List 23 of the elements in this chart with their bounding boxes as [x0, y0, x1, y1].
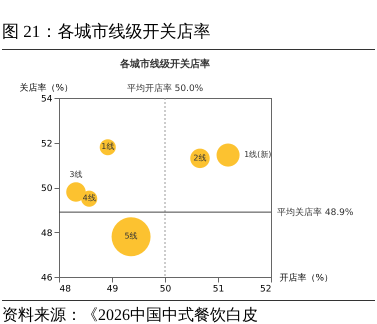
text: 资料来源：《2026中国中式餐饮白皮: [2, 300, 375, 324]
chart-subtitle: 各城市线级开关店率: [119, 58, 210, 70]
chart-title: 图 21：各城市线级开关店率: [2, 20, 375, 50]
series-label: 4线: [82, 194, 96, 203]
series-label: 5线: [124, 232, 138, 241]
x-tick-label: 48: [60, 284, 72, 294]
series-label: 2线: [193, 153, 207, 162]
y-tick-label: 46: [41, 274, 53, 284]
x-tick-label: 51: [212, 284, 224, 294]
y-tick-label: 54: [41, 94, 53, 104]
ref-line-label: 平均关店率 48.9%: [277, 207, 354, 218]
series-label: 1线: [101, 142, 114, 152]
x-axis-title: 开店率（%）: [280, 272, 334, 284]
y-tick-label: 50: [41, 184, 53, 194]
series-label: 1线(新): [244, 150, 272, 160]
x-tick-label: 49: [106, 284, 118, 294]
x-tick-label: 50: [160, 284, 172, 294]
y-tick-label: 52: [41, 139, 52, 150]
y-axis-title: 关店率（%）: [20, 82, 74, 94]
x-tick-label: 52: [260, 284, 272, 294]
series-label: 3线: [69, 170, 83, 179]
y-tick-label: 48: [41, 228, 53, 239]
ref-line-label: 平均开店率 50.0%: [126, 83, 204, 94]
